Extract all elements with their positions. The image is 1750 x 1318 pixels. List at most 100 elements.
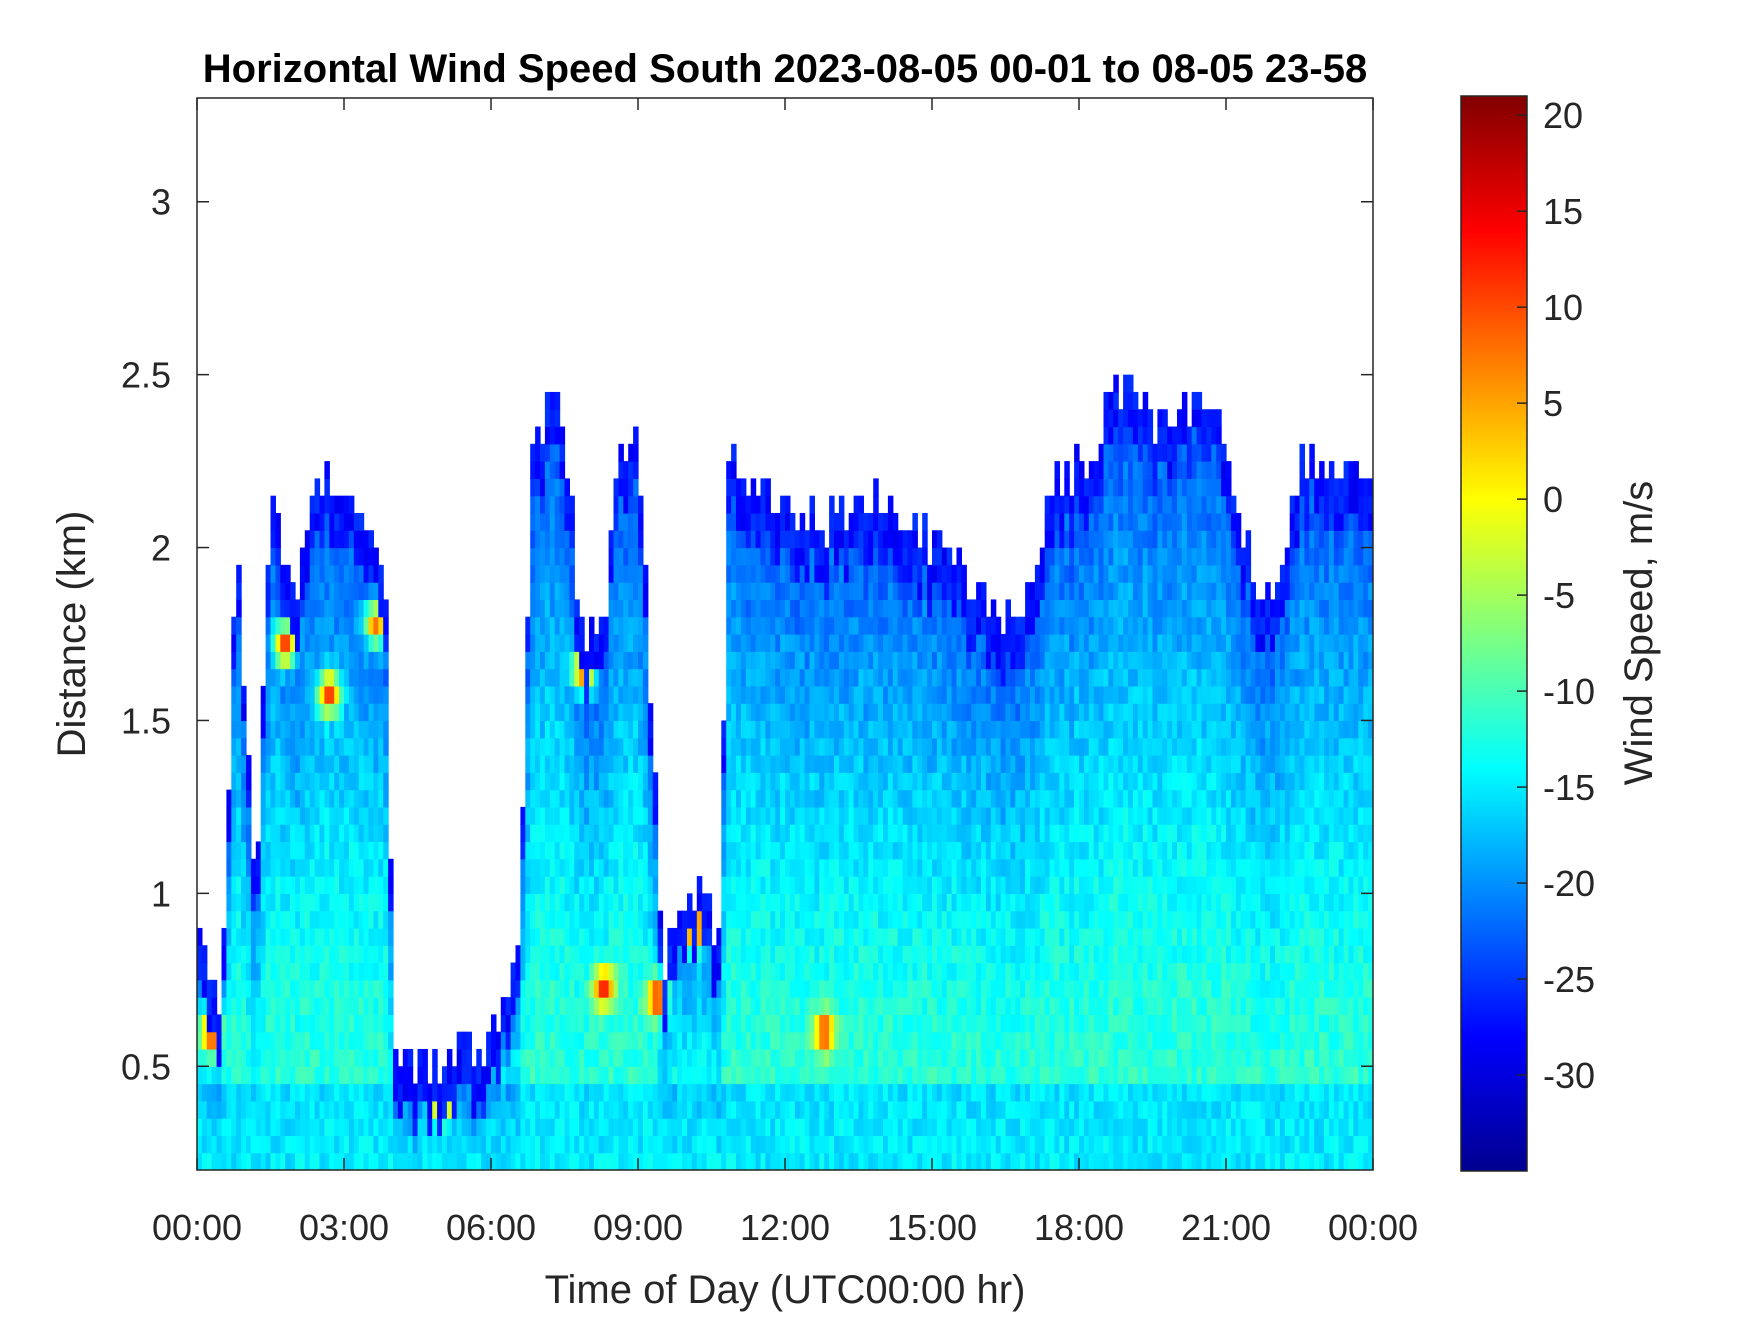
heatmap-cell [799, 582, 806, 601]
heatmap-cell [383, 737, 389, 756]
heatmap-cell [985, 824, 992, 843]
heatmap-cell [1015, 893, 1021, 912]
heatmap-cell [971, 755, 977, 773]
heatmap-cell [1030, 668, 1036, 687]
heatmap-cell [579, 703, 585, 722]
heatmap-cell [731, 495, 737, 514]
heatmap-cell [236, 893, 242, 912]
heatmap-cell [334, 1014, 340, 1033]
heatmap-cell [711, 1031, 717, 1050]
heatmap-cell [241, 893, 247, 912]
heatmap-cell [863, 616, 869, 635]
heatmap-cell [936, 703, 943, 722]
heatmap-cell [226, 1048, 232, 1067]
heatmap-cell [368, 1066, 374, 1085]
heatmap-cell [250, 1100, 257, 1119]
heatmap-cell [638, 512, 644, 531]
heatmap-cell [819, 1083, 825, 1102]
heatmap-cell [843, 720, 850, 739]
heatmap-cell [613, 634, 619, 652]
heatmap-cell [628, 858, 634, 877]
heatmap-cell [481, 1135, 487, 1154]
heatmap-cell [540, 1118, 546, 1137]
heatmap-cell [353, 945, 360, 964]
heatmap-cell [344, 1100, 350, 1119]
heatmap-cell [505, 997, 512, 1015]
heatmap-cell [339, 564, 345, 583]
heatmap-cell [799, 634, 806, 652]
heatmap-cell [897, 1100, 904, 1119]
heatmap-cell [299, 1118, 306, 1137]
heatmap-cell [892, 979, 899, 998]
heatmap-cell [922, 1100, 928, 1119]
heatmap-cell [838, 979, 845, 998]
heatmap-cell [1020, 737, 1026, 756]
heatmap-cell [848, 547, 855, 566]
heatmap-cell [770, 910, 776, 929]
heatmap-cell [579, 841, 585, 860]
heatmap-cell [917, 910, 923, 929]
heatmap-cell [549, 945, 556, 964]
heatmap-cell [941, 858, 948, 877]
heatmap-cell [868, 1014, 874, 1033]
heatmap-cell [765, 634, 771, 652]
heatmap-cell [657, 979, 664, 998]
heatmap-cell [353, 841, 360, 860]
heatmap-cell [716, 927, 722, 946]
heatmap-cell [544, 530, 551, 549]
heatmap-cell [770, 1083, 776, 1102]
heatmap-cell [966, 910, 972, 929]
heatmap-cell [760, 599, 766, 618]
heatmap-cell [907, 876, 913, 894]
heatmap-cell [873, 772, 879, 791]
heatmap-cell [976, 893, 982, 912]
heatmap-cell [1010, 703, 1016, 722]
heatmap-cell [966, 893, 972, 912]
heatmap-cell [696, 876, 703, 894]
heatmap-cell [912, 927, 918, 946]
heatmap-cell [339, 858, 345, 877]
heatmap-cell [569, 668, 575, 687]
heatmap-cell [290, 1100, 296, 1119]
heatmap-cell [544, 1048, 551, 1067]
heatmap-cell [603, 737, 610, 756]
heatmap-cell [334, 755, 340, 773]
heatmap-cell [863, 685, 869, 704]
heatmap-cell [608, 703, 615, 722]
heatmap-cell [339, 1135, 345, 1154]
heatmap-cell [564, 1048, 570, 1067]
heatmap-cell [985, 1135, 992, 1154]
heatmap-cell [917, 1066, 923, 1085]
heatmap-cell [897, 997, 904, 1015]
heatmap-cell [941, 997, 948, 1015]
heatmap-cell [976, 634, 982, 652]
heatmap-cell [902, 1118, 909, 1137]
heatmap-cell [917, 945, 923, 964]
heatmap-cell [858, 547, 864, 566]
heatmap-cell [339, 1152, 345, 1170]
heatmap-cell [897, 599, 904, 618]
heatmap-cell [270, 668, 276, 687]
heatmap-cell [902, 599, 909, 618]
heatmap-cell [206, 1152, 213, 1170]
heatmap-cell [814, 599, 820, 618]
heatmap-cell [319, 651, 325, 670]
heatmap-cell [868, 858, 874, 877]
heatmap-cell [750, 634, 757, 652]
heatmap-cell [304, 1152, 311, 1170]
heatmap-cell [378, 876, 384, 894]
heatmap-cell [848, 616, 855, 635]
heatmap-cell [358, 1014, 365, 1033]
heatmap-cell [280, 599, 286, 618]
heatmap-cell [917, 1152, 923, 1170]
heatmap-cell [397, 1083, 404, 1102]
heatmap-cell [265, 1066, 272, 1085]
heatmap-cell [270, 530, 276, 549]
heatmap-cell [736, 841, 742, 860]
heatmap-cell [236, 876, 242, 894]
heatmap-cell [554, 409, 561, 428]
heatmap-cell [344, 737, 350, 756]
heatmap-cell [358, 1100, 365, 1119]
heatmap-cell [246, 997, 252, 1015]
heatmap-cell [221, 1014, 227, 1033]
